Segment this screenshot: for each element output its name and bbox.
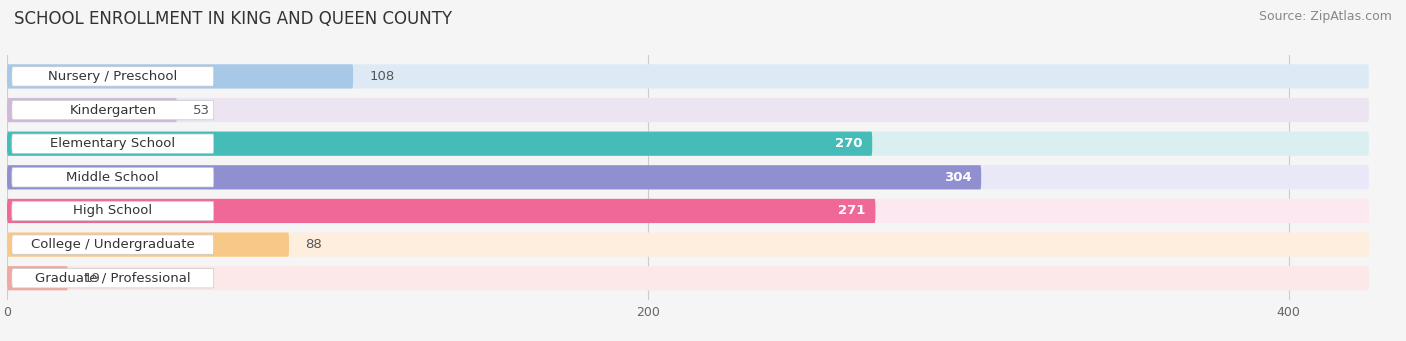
Text: Graduate / Professional: Graduate / Professional	[35, 272, 191, 285]
Text: College / Undergraduate: College / Undergraduate	[31, 238, 194, 251]
FancyBboxPatch shape	[11, 134, 214, 153]
Text: 108: 108	[370, 70, 394, 83]
Text: High School: High School	[73, 205, 152, 218]
FancyBboxPatch shape	[7, 165, 981, 190]
FancyBboxPatch shape	[7, 199, 1369, 223]
Text: 304: 304	[943, 171, 972, 184]
Text: Nursery / Preschool: Nursery / Preschool	[48, 70, 177, 83]
FancyBboxPatch shape	[11, 67, 214, 86]
FancyBboxPatch shape	[7, 64, 353, 89]
Text: Elementary School: Elementary School	[51, 137, 176, 150]
FancyBboxPatch shape	[7, 266, 67, 290]
FancyBboxPatch shape	[7, 98, 177, 122]
FancyBboxPatch shape	[7, 132, 872, 156]
Text: Source: ZipAtlas.com: Source: ZipAtlas.com	[1258, 10, 1392, 23]
Text: 270: 270	[835, 137, 863, 150]
FancyBboxPatch shape	[7, 266, 1369, 290]
FancyBboxPatch shape	[7, 132, 1369, 156]
Text: SCHOOL ENROLLMENT IN KING AND QUEEN COUNTY: SCHOOL ENROLLMENT IN KING AND QUEEN COUN…	[14, 10, 453, 28]
FancyBboxPatch shape	[7, 199, 876, 223]
Text: Kindergarten: Kindergarten	[69, 104, 156, 117]
FancyBboxPatch shape	[11, 201, 214, 221]
Text: 271: 271	[838, 205, 866, 218]
FancyBboxPatch shape	[11, 235, 214, 254]
Text: 53: 53	[193, 104, 209, 117]
Text: Middle School: Middle School	[66, 171, 159, 184]
FancyBboxPatch shape	[11, 168, 214, 187]
FancyBboxPatch shape	[11, 100, 214, 120]
Text: 88: 88	[305, 238, 322, 251]
FancyBboxPatch shape	[7, 233, 1369, 257]
FancyBboxPatch shape	[11, 268, 214, 288]
Text: 19: 19	[84, 272, 101, 285]
FancyBboxPatch shape	[7, 233, 290, 257]
FancyBboxPatch shape	[7, 165, 1369, 190]
FancyBboxPatch shape	[7, 98, 1369, 122]
FancyBboxPatch shape	[7, 64, 1369, 89]
